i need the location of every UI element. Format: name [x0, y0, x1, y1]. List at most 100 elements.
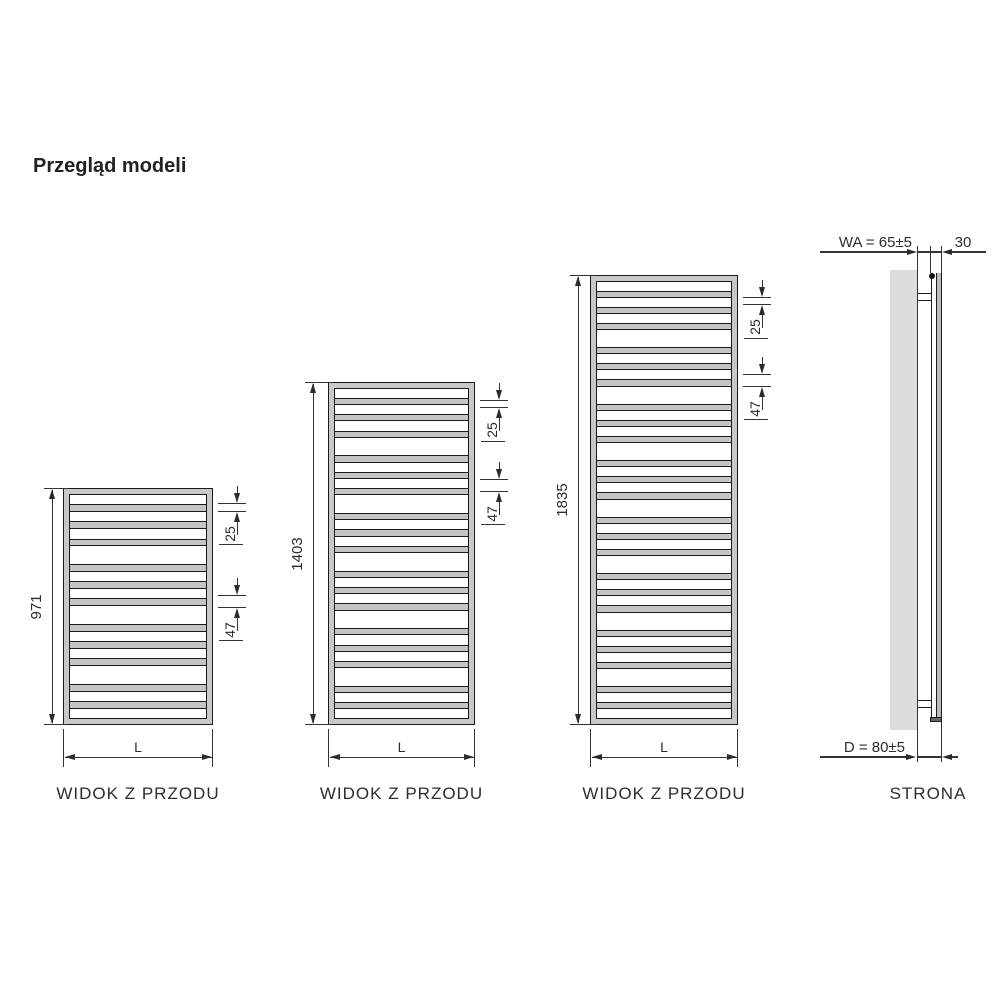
tube-bar — [334, 570, 469, 578]
height-dim-ext-bottom — [305, 723, 333, 725]
tube-gap — [596, 467, 732, 477]
wall-bracket-line — [917, 699, 931, 701]
air-vent-dot — [928, 272, 935, 279]
tube-bar — [334, 586, 469, 595]
tube-bar — [334, 414, 469, 422]
tube-gap-large — [334, 495, 469, 513]
tube-bar — [596, 322, 732, 331]
tube-gap — [596, 709, 732, 719]
tube-bar — [596, 629, 732, 637]
tube-bar — [334, 455, 469, 463]
d-dim-line — [820, 756, 912, 758]
tube-gap — [596, 539, 732, 549]
tube-gap — [596, 483, 732, 493]
tube-gap-small-dim-arrow-tail-bottom — [237, 520, 239, 535]
tube-gap-small-dim-tick-2 — [218, 510, 246, 512]
width-dim-arrow-right — [201, 754, 212, 761]
width-dim-arrow-right — [726, 754, 737, 761]
profile-front-extension-bottom — [941, 722, 943, 762]
tube-bar — [596, 645, 732, 653]
tube-bar — [596, 290, 732, 298]
tube-gap — [69, 571, 207, 582]
tube-bar — [334, 545, 469, 553]
tube-gap-large-dim-arrow-tail-top — [499, 462, 501, 470]
tube-bar — [69, 598, 207, 606]
radiator-front-frame — [590, 275, 738, 725]
tube-gap — [596, 313, 732, 323]
tube-gap-large-dim-arrow-tail-bottom — [237, 616, 239, 631]
tube-gap — [334, 462, 469, 472]
height-dim-line — [578, 277, 580, 723]
tube-gap — [69, 631, 207, 642]
width-dim-ext-left — [63, 729, 65, 767]
width-dim-ext-right — [211, 729, 213, 767]
tube-bar — [596, 605, 732, 613]
tube-gap-large — [596, 669, 732, 687]
bottom-end-cap — [930, 716, 942, 722]
tube-bar — [334, 660, 469, 669]
tube-bar — [596, 573, 732, 581]
wa-dim-line — [820, 251, 913, 253]
tube-bar — [334, 488, 469, 496]
tube-gap-small-dim-arrow-tail-bottom — [762, 314, 764, 328]
tube-gap-small-dim-tick-1 — [218, 503, 246, 505]
tube-bar — [69, 564, 207, 572]
tube-gap-small-dim-tick-1 — [743, 297, 771, 299]
tube-bar — [334, 430, 469, 438]
radiator-tube-area — [333, 387, 470, 720]
tube-gap-small-dim-arrow-tail-top — [762, 280, 764, 288]
height-dim-label: 1403 — [289, 536, 306, 571]
tube-gap-small-dim-arrow-up — [759, 305, 766, 316]
tube-gap — [334, 692, 469, 703]
tube-gap-large-dim-arrow-down — [496, 469, 503, 479]
d-dim-arrow — [906, 753, 916, 760]
tube-gap — [596, 693, 732, 703]
tube-bar — [69, 521, 207, 529]
tube-bar — [334, 512, 469, 521]
tube-bar — [69, 684, 207, 692]
height-dim-ext-bottom — [570, 723, 595, 725]
tube-gap-large-dim-tick-2 — [218, 606, 246, 608]
height-dim-arrow-down — [49, 714, 56, 725]
radiator-front-frame — [63, 488, 213, 725]
tube-bar — [596, 661, 732, 670]
tube-gap — [69, 648, 207, 659]
tube-gap — [334, 594, 469, 604]
width-dim-label: L — [134, 739, 142, 755]
profile-front-extension-line — [941, 246, 943, 273]
side-view-label: STRONA — [889, 784, 967, 803]
tube-bar — [596, 589, 732, 597]
width-dim-arrow-right — [463, 754, 474, 761]
d-dim-line-mid — [917, 756, 941, 758]
height-dim-ext-top — [570, 275, 595, 277]
tube-gap — [334, 405, 469, 415]
tube-gap-large — [69, 665, 207, 685]
profile-back-extension-line — [930, 246, 932, 273]
tube-gap-large-dim-tick-2 — [743, 385, 771, 387]
tube-bar — [596, 548, 732, 557]
tube-bar — [334, 471, 469, 480]
depth-dim-line-mid — [917, 251, 941, 253]
depth-dim-arrow — [941, 248, 952, 255]
width-dim-label: L — [660, 739, 668, 755]
tube-gap — [334, 421, 469, 431]
tube-gap-small-dim-arrow-tail-top — [499, 383, 501, 391]
tube-gap-large-dim-arrow-tail-top — [762, 357, 764, 365]
tube-gap-small-dim-arrow-tail-bottom — [499, 417, 501, 431]
height-dim-line — [52, 490, 54, 723]
tube-gap-large — [596, 556, 732, 574]
height-dim-label: 1835 — [554, 483, 571, 517]
tube-gap-large-dim-arrow-up — [496, 491, 503, 502]
d-dim-tail — [951, 756, 958, 758]
width-dim-label: L — [397, 739, 406, 755]
tube-bar — [69, 504, 207, 512]
width-dim-ext-left — [328, 729, 330, 767]
front-view-label: WIDOK Z PRZODU — [582, 784, 746, 803]
tube-bar — [334, 397, 469, 406]
tube-bar — [596, 460, 732, 468]
radiator-front-frame — [328, 382, 475, 725]
front-view-label: WIDOK Z PRZODU — [319, 784, 484, 803]
tube-gap-small-dim-arrow-tail-top — [237, 486, 239, 494]
tube-gap — [596, 281, 732, 291]
